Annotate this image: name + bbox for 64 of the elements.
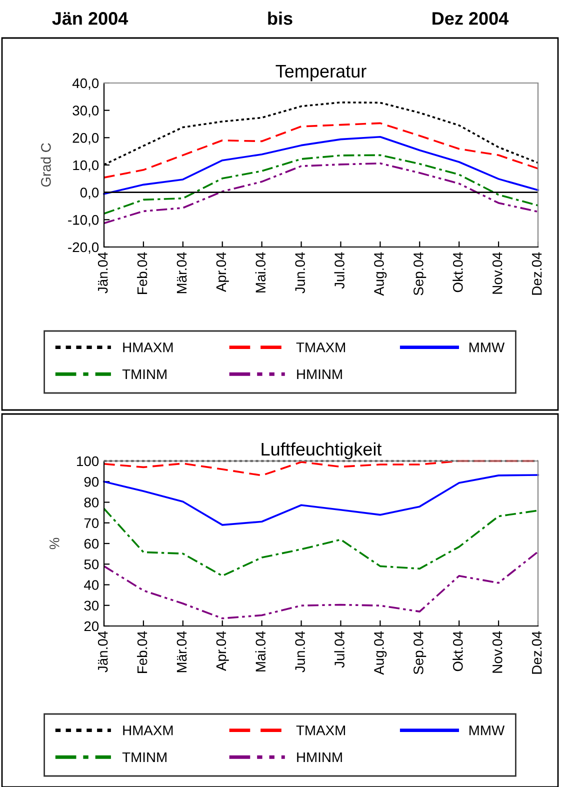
x-tick-label: Dez.04 (532, 252, 542, 295)
y-tick-label: 40,0 (72, 78, 99, 90)
x-tick-label: Aug.04 (374, 252, 387, 296)
x-tick-label: Mai.04 (255, 631, 266, 672)
line-series (103, 508, 539, 577)
x-tick-label: Mär.04 (176, 252, 187, 294)
legend-label: TMAXM (296, 342, 345, 352)
legend-label: HMAXM (123, 342, 173, 352)
x-tick-label: Sep.04 (414, 252, 426, 296)
y-axis-title: Grad C (40, 143, 51, 187)
x-tick-label: Jul.04 (334, 252, 344, 289)
chart-title: Luftfeuchtigkeit (262, 442, 382, 460)
legend-label: MMW (469, 726, 505, 736)
legend-label: HMINM (297, 369, 342, 380)
line-series (103, 550, 539, 620)
legend-label: MMW (469, 342, 505, 352)
x-tick-label: Aug.04 (374, 631, 387, 675)
y-tick-label: -20,0 (68, 242, 99, 254)
x-tick-label: Nov.04 (492, 252, 502, 294)
legend-label: TMINM (122, 752, 166, 762)
legend-label: TMAXM (296, 726, 345, 736)
y-tick-label: 30,0 (72, 106, 99, 118)
y-tick-label: 60 (84, 538, 99, 549)
y-tick-label: 50 (84, 559, 99, 570)
legend-label: TMINM (122, 369, 166, 380)
legend-label: HMINM (297, 752, 342, 762)
text: bis (268, 12, 292, 25)
y-tick-label: 30 (84, 600, 99, 611)
line-series (103, 122, 539, 178)
y-tick-label: 80 (84, 498, 99, 508)
x-tick-label: Sep.04 (414, 631, 426, 674)
y-tick-label: -10,0 (68, 215, 99, 226)
x-tick-label: Feb.04 (136, 252, 148, 294)
x-tick-label: Dez.04 (532, 631, 542, 674)
x-tick-label: Apr.04 (216, 631, 229, 671)
y-tick-label: 20,0 (72, 133, 99, 144)
y-tick-label: 90 (84, 476, 99, 487)
x-tick-label: Jul.04 (334, 631, 344, 668)
text: Jän 2004 (52, 12, 128, 25)
y-tick-label: 70 (84, 518, 99, 528)
x-tick-label: Apr.04 (216, 252, 229, 292)
y-tick-label: 0,0 (80, 188, 99, 200)
x-tick-label: Jän.04 (98, 252, 108, 294)
line-series (103, 474, 539, 526)
line-series (103, 154, 539, 215)
chart-title: Temperatur (276, 65, 366, 82)
y-tick-label: 10,0 (73, 160, 99, 172)
x-tick-label: Mai.04 (255, 252, 266, 292)
line-series (103, 136, 539, 195)
x-tick-label: Okt.04 (452, 252, 463, 292)
x-tick-label: Mär.04 (176, 631, 187, 672)
x-tick-label: Jän.04 (98, 631, 108, 672)
legend-label: HMAXM (123, 726, 173, 736)
y-tick-label: 40 (84, 580, 99, 590)
y-tick-label: 100 (77, 456, 99, 466)
x-tick-label: Nov.04 (492, 631, 502, 673)
y-axis-title: % (50, 538, 60, 550)
y-tick-label: 20 (84, 621, 99, 632)
x-tick-label: Okt.04 (452, 631, 463, 672)
text: Dez 2004 (432, 12, 509, 25)
x-tick-label: Feb.04 (136, 631, 148, 673)
line-series (103, 162, 539, 224)
x-tick-label: Jun.04 (295, 631, 305, 672)
x-tick-label: Jun.04 (295, 252, 305, 294)
